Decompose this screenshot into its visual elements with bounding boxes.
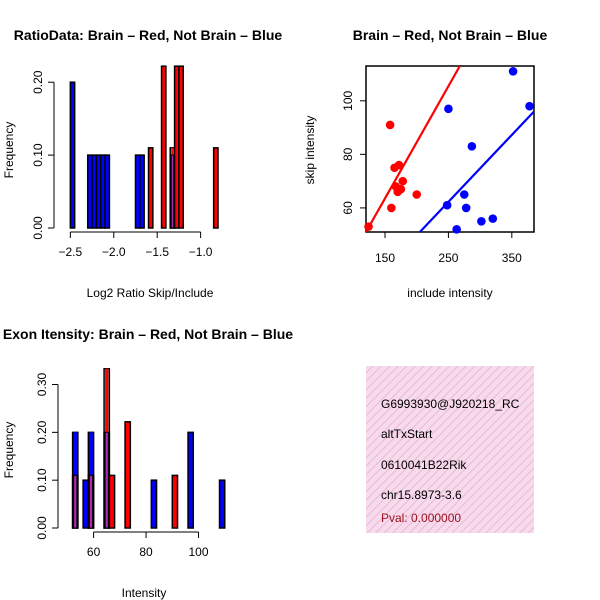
ratio-bar-blue-0 xyxy=(69,81,76,229)
intensity-histogram: Exon Itensity: Brain – Red, Not Brain – … xyxy=(2,326,293,600)
scatter-point-red-0 xyxy=(364,222,373,231)
int-bar-upper-3 xyxy=(105,368,109,433)
ratio-xtick-label-3: −1.0 xyxy=(189,245,213,259)
ratio-xtick-label-1: −2.0 xyxy=(102,245,126,259)
ratio-hist-x-ticks: −2.5 −2.0 −1.5 −1.0 xyxy=(58,232,213,259)
scatter-point-blue-1 xyxy=(444,104,453,114)
ratio-ytick-label-0: 0.00 xyxy=(31,216,45,240)
ratio-histogram: RatioData: Brain – Red, Not Brain – Blue… xyxy=(2,27,282,300)
info-event-type: altTxStart xyxy=(381,427,433,441)
scatter-point-red-7 xyxy=(396,184,406,194)
scatter-point-blue-5 xyxy=(467,142,477,151)
intensity-hist-x-ticks: 60 80 100 xyxy=(87,532,209,559)
scatter-ylabel: skip intensity xyxy=(303,116,317,185)
scatter-point-red-8 xyxy=(398,176,408,186)
int-ytick-label-3: 0.30 xyxy=(35,373,49,397)
scatter-point-blue-3 xyxy=(459,190,469,199)
scatter-fit-red xyxy=(366,66,461,232)
intensity-hist-xlabel: Intensity xyxy=(122,586,167,600)
scatter-title: Brain – Red, Not Brain – Blue xyxy=(353,27,548,43)
intensity-hist-ylabel: Frequency xyxy=(2,422,16,479)
intensity-hist-y-ticks: 0.00 0.10 0.20 0.30 xyxy=(35,373,58,540)
intensity-hist-title: Exon Itensity: Brain – Red, Not Brain – … xyxy=(3,326,293,342)
scatter-point-red-1 xyxy=(385,120,395,130)
scatter-points xyxy=(364,67,534,234)
scatter-xtick-label-0: 150 xyxy=(375,251,395,265)
scatter-point-red-6 xyxy=(394,160,404,170)
int-bar-red-3 xyxy=(108,474,116,529)
info-panel-background xyxy=(366,366,534,533)
scatter-point-blue-0 xyxy=(442,200,452,210)
intensity-hist-bars xyxy=(71,367,226,529)
ratio-hist-bars xyxy=(69,65,219,229)
int-bar-overlap-3 xyxy=(104,431,109,529)
int-xtick-label-2: 100 xyxy=(189,545,209,559)
ratio-hist-ylabel: Frequency xyxy=(2,122,16,179)
info-probe-id: G6993930@J920218_RC xyxy=(381,397,520,411)
scatter-point-blue-6 xyxy=(477,216,486,226)
int-bar-upper-1 xyxy=(73,432,77,476)
int-bar-red-4 xyxy=(124,421,132,529)
int-bar-upper-2 xyxy=(89,432,93,476)
ratio-bar-overlap-3 xyxy=(170,154,175,229)
info-pval: Pval: 0.000000 xyxy=(381,511,461,525)
scatter-xtick-label-2: 350 xyxy=(502,251,522,265)
scatter-ytick-label-2: 100 xyxy=(341,90,355,110)
int-ytick-label-0: 0.00 xyxy=(35,516,49,540)
scatter-xtick-label-1: 250 xyxy=(438,251,458,265)
ratio-hist-xlabel: Log2 Ratio Skip/Include xyxy=(87,286,214,300)
scatter-fit-lines xyxy=(366,66,534,232)
int-bar-blue-6 xyxy=(218,479,226,529)
ratio-xtick-label-0: −2.5 xyxy=(58,245,82,259)
int-bar-blue-1 xyxy=(82,479,90,529)
scatter-point-red-2 xyxy=(387,203,396,213)
ratio-xtick-label-2: −1.5 xyxy=(145,245,169,259)
scatter-y-ticks: 60 80 100 xyxy=(341,90,366,215)
scatter-fit-blue xyxy=(419,110,534,232)
int-bar-overlap-1 xyxy=(73,474,78,529)
ratio-hist-title: RatioData: Brain – Red, Not Brain – Blue xyxy=(14,27,283,43)
scatter-box xyxy=(365,65,535,233)
int-xtick-label-1: 80 xyxy=(139,545,153,559)
int-ytick-label-2: 0.20 xyxy=(35,420,49,444)
int-xtick-label-0: 60 xyxy=(87,545,101,559)
scatter-xlabel: include intensity xyxy=(407,286,492,300)
ratio-bar-blue-7 xyxy=(139,154,145,229)
ratio-ytick-label-1: 0.10 xyxy=(31,143,45,167)
info-gene-name: 0610041B22Rik xyxy=(381,458,467,472)
int-bar-overlap-2 xyxy=(88,474,94,529)
ratio-bar-upper-3 xyxy=(171,147,174,156)
scatter-ytick-label-1: 80 xyxy=(341,147,355,161)
ratio-hist-y-ticks: 0.00 0.10 0.20 xyxy=(31,70,54,240)
scatter-ytick-label-0: 60 xyxy=(341,201,355,215)
scatter-point-blue-2 xyxy=(452,225,461,234)
ratio-bar-red-5 xyxy=(212,147,219,229)
int-bar-red-5 xyxy=(171,474,179,529)
ratio-bar-blue-5 xyxy=(104,154,111,229)
ratio-bar-red-1 xyxy=(160,65,167,229)
scatter-point-blue-8 xyxy=(508,67,518,76)
scatter-x-ticks: 150 250 350 xyxy=(375,232,522,265)
int-bar-blue-4 xyxy=(150,479,158,529)
info-location: chr15.8973-3.6 xyxy=(381,488,462,502)
ratio-ytick-label-2: 0.20 xyxy=(31,70,45,94)
scatter-point-blue-7 xyxy=(488,214,498,223)
ratio-bar-red-0 xyxy=(147,147,154,229)
ratio-bar-red-4 xyxy=(178,65,185,229)
scatter-point-blue-9 xyxy=(525,101,534,111)
scatter-point-red-9 xyxy=(412,190,422,199)
int-ytick-label-1: 0.10 xyxy=(35,468,49,492)
int-bar-blue-5 xyxy=(187,431,195,529)
scatter-point-blue-4 xyxy=(461,203,471,213)
scatter-plot: Brain – Red, Not Brain – Blue 150 250 350 … xyxy=(303,27,547,300)
info-panel: G6993930@J920218_RC altTxStart 0610041B2… xyxy=(366,366,534,533)
